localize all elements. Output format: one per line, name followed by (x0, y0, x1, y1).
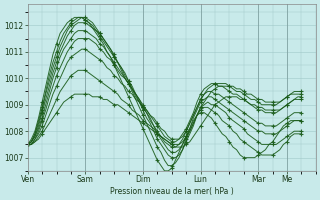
X-axis label: Pression niveau de la mer( hPa ): Pression niveau de la mer( hPa ) (110, 187, 234, 196)
